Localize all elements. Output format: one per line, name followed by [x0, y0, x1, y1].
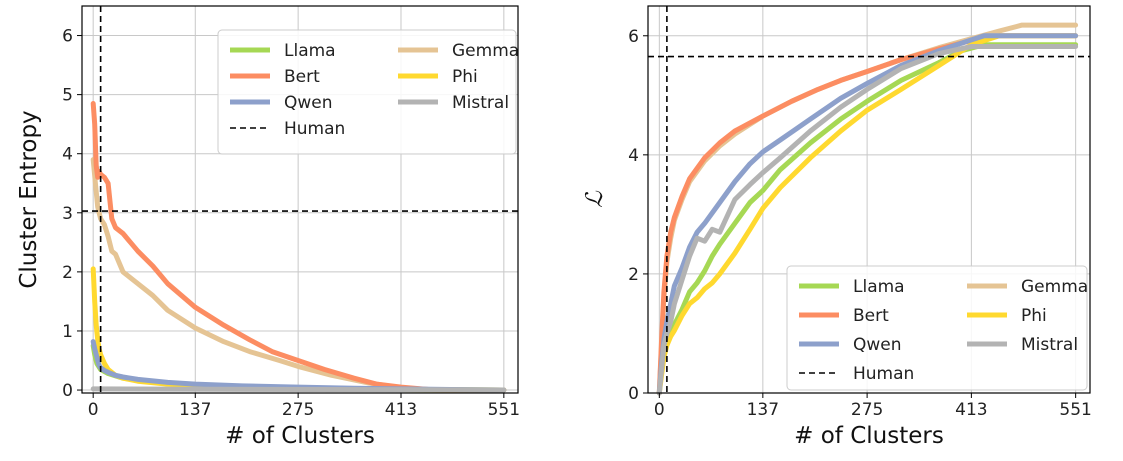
series-lines	[90, 101, 507, 393]
legend-label-mistral: Mistral	[1021, 335, 1078, 355]
x-tick-label: 137	[747, 400, 779, 420]
legend-label-qwen: Qwen	[853, 335, 902, 355]
axes-frame	[647, 5, 1091, 394]
x-tick-label: 413	[955, 400, 987, 420]
y-tick-label: 2	[628, 265, 639, 285]
series-line-mistral	[656, 44, 1079, 396]
y-tick-label: 5	[62, 86, 73, 106]
legend-label-mistral: Mistral	[452, 93, 509, 113]
x-tick-label: 551	[488, 400, 520, 420]
legend-label-gemma: Gemma	[452, 41, 519, 61]
y-tick-label: 4	[62, 145, 73, 165]
x-axis-label: # of Clusters	[225, 423, 375, 449]
y-tick-label: 0	[62, 381, 73, 401]
y-axis-label: Cluster Entropy	[16, 110, 42, 288]
legend: Llama Bert Qwen Human Gemma Phi Mistral	[217, 29, 519, 155]
series-line-mistral	[90, 386, 507, 393]
y-axis-label: ℒ	[582, 191, 608, 208]
legend-box	[217, 29, 517, 155]
y-tick-label: 1	[62, 322, 73, 342]
x-tick-label: 137	[179, 400, 211, 420]
y-tick-label: 0	[628, 384, 639, 404]
legend-label-human: Human	[853, 364, 914, 384]
legend-label-human: Human	[284, 119, 345, 139]
x-tick-label: 551	[1059, 400, 1091, 420]
chart-l-metric: 0 137 275 413 551 0 2 4 6 # of Clusters ℒ Llama Bert…	[582, 5, 1092, 449]
x-tick-label: 0	[88, 400, 99, 420]
x-tick-label: 275	[851, 400, 883, 420]
y-tick-label: 3	[62, 204, 73, 224]
legend-label-qwen: Qwen	[284, 93, 333, 113]
y-tick-label: 2	[62, 263, 73, 283]
y-tick-label: 6	[62, 27, 73, 47]
y-tick-label: 4	[628, 146, 639, 166]
legend-label-phi: Phi	[452, 67, 478, 87]
chart-entropy: 0 137 275 413 551 0 1 2 3 4 5 6 # of Clusters Cluster…	[16, 5, 520, 449]
legend-label-bert: Bert	[853, 306, 889, 326]
x-tick-label: 413	[385, 400, 417, 420]
legend-box	[786, 265, 1088, 391]
y-tick-label: 6	[628, 27, 639, 47]
series-line-qwen	[656, 33, 1079, 396]
x-tick-label: 275	[282, 400, 314, 420]
legend-label-llama: Llama	[284, 41, 336, 61]
x-tick-label: 0	[654, 400, 665, 420]
legend-label-phi: Phi	[1021, 306, 1047, 326]
series-line-bert	[90, 101, 507, 393]
series-line-phi	[656, 33, 1079, 396]
legend: Llama Bert Qwen Human Gemma Phi Mistral	[786, 265, 1088, 391]
legend-label-gemma: Gemma	[1021, 277, 1088, 297]
axes-frame	[81, 5, 519, 394]
legend-label-bert: Bert	[284, 67, 320, 87]
series-lines	[656, 22, 1079, 396]
x-axis-label: # of Clusters	[794, 423, 944, 449]
legend-label-llama: Llama	[853, 277, 905, 297]
